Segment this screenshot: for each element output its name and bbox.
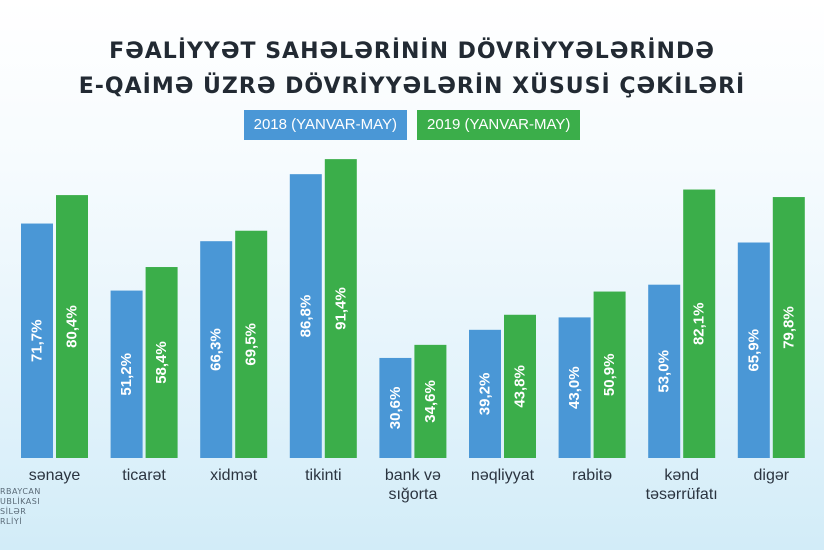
- value-label-2018-7: 53,0%: [656, 350, 673, 393]
- logo-line-2: UBLİKASI: [0, 497, 41, 506]
- bar-2018-1: [110, 290, 143, 458]
- bar-2019-6: [593, 291, 626, 458]
- bar-2019-1: [145, 267, 178, 458]
- value-label-2019-1: 58,4%: [153, 341, 170, 384]
- bar-2019-2: [235, 230, 268, 458]
- value-label-2018-3: 86,8%: [297, 295, 314, 338]
- bar-2018-0: [21, 223, 53, 458]
- bar-2018-2: [200, 241, 233, 458]
- bar-2018-5: [469, 329, 501, 458]
- logo-line-4: RLİYİ: [0, 517, 23, 526]
- bar-2018-3: [289, 174, 322, 458]
- bar-2019-7: [683, 189, 716, 458]
- value-label-2019-4: 34,6%: [422, 380, 439, 423]
- value-label-2018-1: 51,2%: [118, 353, 135, 396]
- bar-2018-4: [379, 357, 412, 458]
- legend-item-2018: 2018 (YANVAR-MAY): [243, 110, 407, 140]
- chart-title-line-2: E-QAİMƏ ÜZRƏ DÖVRİYYƏLƏRİN XÜSUSİ ÇƏKİLƏ…: [78, 74, 746, 99]
- value-label-2019-3: 91,4%: [332, 287, 349, 330]
- logo-line-1: RBAYCAN: [0, 487, 41, 496]
- value-label-2019-0: 80,4%: [64, 305, 81, 348]
- category-label-4-line-1: sığorta: [388, 486, 437, 503]
- chart-title: FƏALİYYƏT SAHƏLƏRİNİN DÖVRİYYƏLƏRİNDƏ E-…: [0, 34, 824, 104]
- category-label-4-line-0: bank və: [385, 467, 441, 484]
- value-label-2018-0: 71,7%: [29, 319, 46, 362]
- bar-2019-0: [56, 195, 88, 459]
- category-label-0: sənaye: [29, 467, 81, 484]
- bar-2019-4: [414, 344, 447, 458]
- value-label-2018-8: 65,9%: [745, 329, 762, 372]
- legend-item-2019: 2019 (YANVAR-MAY): [417, 110, 581, 140]
- value-label-2018-2: 66,3%: [208, 328, 225, 371]
- category-label-7-line-1: təsərrüfatı: [646, 486, 718, 503]
- logo-line-3: SİLƏR: [0, 507, 27, 516]
- value-label-2018-6: 43,0%: [566, 366, 583, 409]
- bar-2019-8: [772, 197, 805, 458]
- bar-2018-8: [737, 242, 770, 458]
- category-label-3: tikinti: [305, 467, 341, 484]
- category-label-6: rabitə: [572, 467, 612, 484]
- chart-title-line-1: FƏALİYYƏT SAHƏLƏRİNİN DÖVRİYYƏLƏRİNDƏ: [109, 39, 715, 64]
- value-label-2019-7: 82,1%: [691, 302, 708, 345]
- bar-2018-7: [648, 284, 681, 458]
- organization-logo-text: RBAYCAN UBLİKASI SİLƏR RLİYİ: [0, 487, 41, 527]
- bar-2019-5: [504, 314, 536, 458]
- category-label-2: xidmət: [210, 467, 258, 484]
- category-label-8: digər: [754, 467, 790, 484]
- value-label-2018-5: 39,2%: [477, 373, 494, 416]
- value-label-2019-2: 69,5%: [243, 323, 260, 366]
- category-label-1: ticarət: [122, 467, 166, 484]
- value-label-2018-4: 30,6%: [387, 387, 404, 430]
- bar-2019-3: [324, 159, 357, 458]
- legend: 2018 (YANVAR-MAY) 2019 (YANVAR-MAY): [0, 110, 824, 140]
- value-label-2019-6: 50,9%: [601, 354, 618, 397]
- category-label-5: nəqliyyat: [471, 467, 535, 484]
- value-label-2019-8: 79,8%: [780, 306, 797, 349]
- category-label-7-line-0: kənd: [664, 467, 699, 484]
- bar-2018-6: [558, 317, 591, 458]
- value-label-2019-5: 43,8%: [512, 365, 529, 408]
